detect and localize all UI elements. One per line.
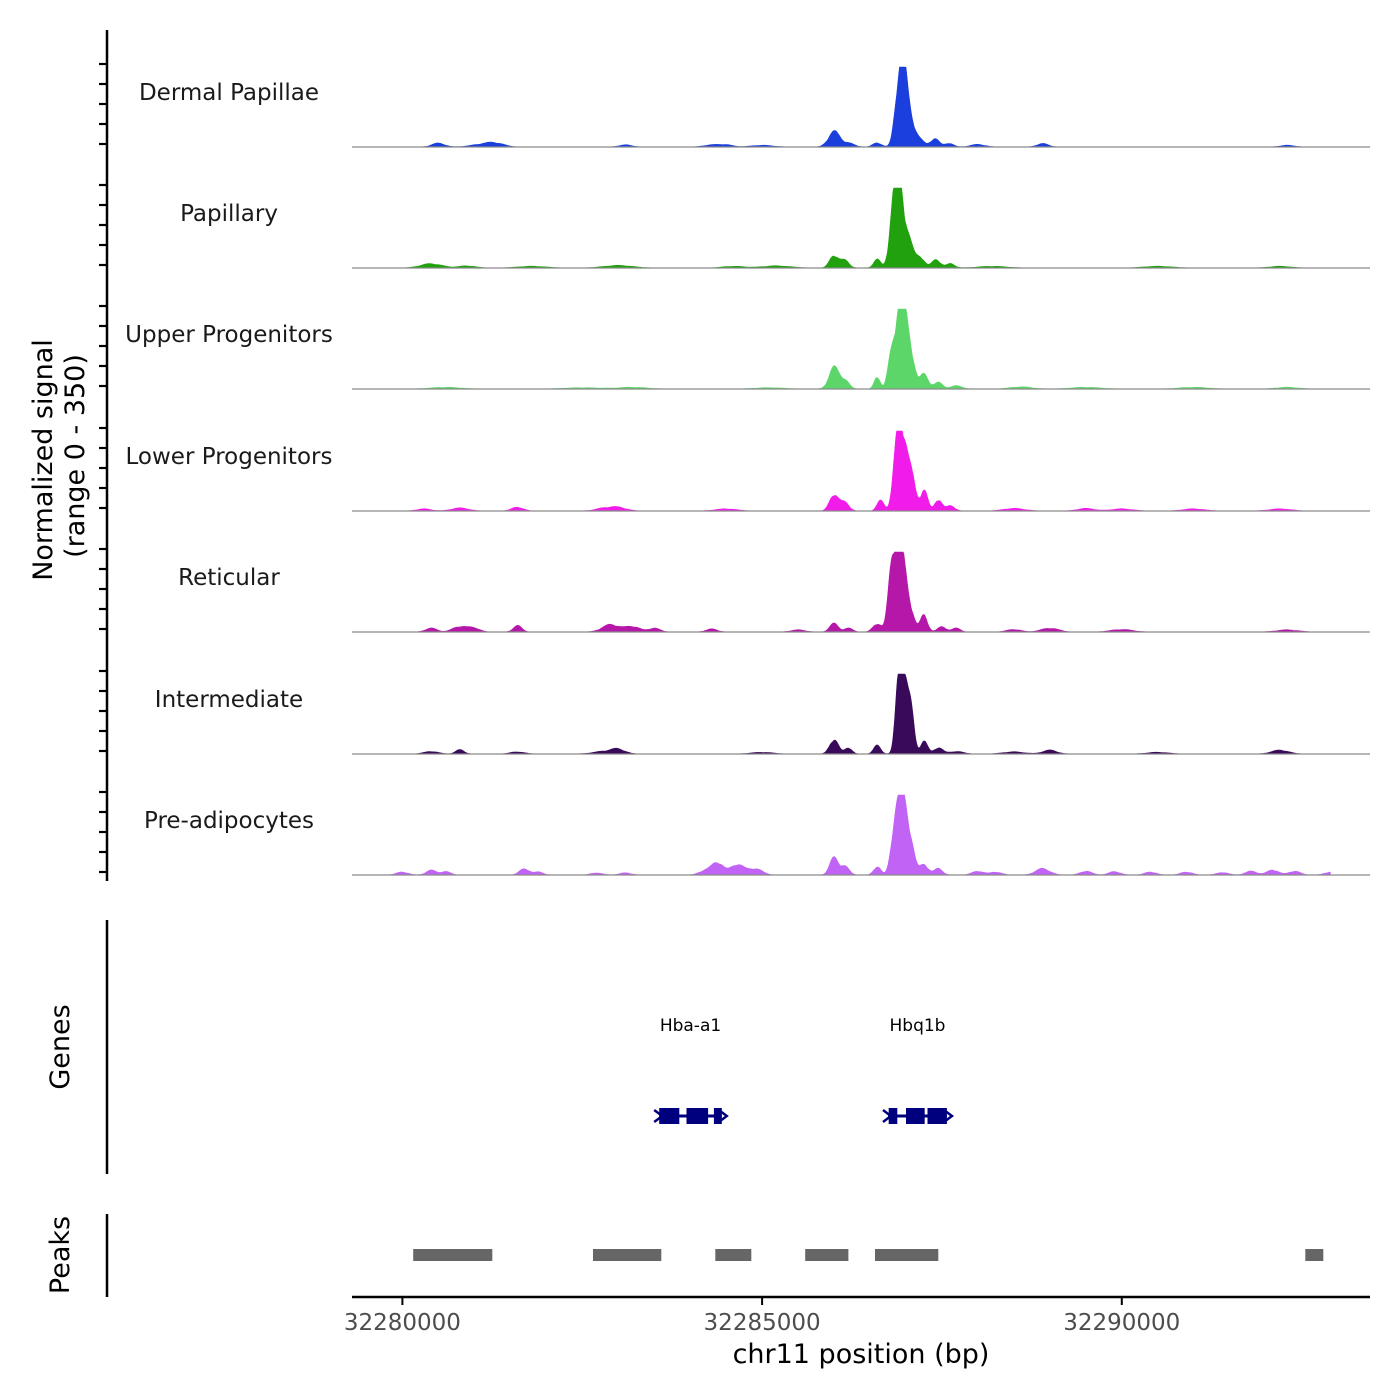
gene-label: Hba-a1 (660, 1016, 721, 1036)
track-label: Lower Progenitors (126, 444, 333, 470)
coverage-area (362, 794, 1331, 876)
coverage-area (362, 673, 1331, 755)
peak-region (1305, 1249, 1324, 1261)
track-pre-adipocytes (352, 794, 1370, 876)
x-axis-title: chr11 position (bp) (733, 1339, 990, 1370)
gene-hbq1b: Hbq1b (882, 1016, 955, 1124)
peak-region (715, 1249, 752, 1261)
strand-arrow (653, 1109, 665, 1123)
peak-region (875, 1249, 939, 1261)
x-tick-label: 32280000 (344, 1310, 461, 1336)
track-reticular (352, 551, 1370, 633)
signal-y-axis-range: (range 0 - 350) (60, 354, 91, 558)
peak-region (413, 1249, 493, 1261)
strand-arrow (882, 1109, 894, 1123)
coverage-area (362, 430, 1331, 512)
gene-exon (906, 1108, 925, 1124)
track-label: Intermediate (155, 687, 303, 713)
gene-exon (659, 1108, 680, 1124)
coverage-area (362, 187, 1331, 269)
gene-annotations: Hba-a1 Hbq1b (653, 1016, 955, 1124)
track-label: Papillary (180, 201, 278, 227)
peak-regions (413, 1249, 1324, 1261)
genes-panel-title: Genes (45, 1004, 76, 1089)
signal-y-axis-title: Normalized signal (28, 339, 59, 581)
track-labels: Dermal Papillae Papillary Upper Progenitor… (125, 80, 333, 834)
coverage-tracks (352, 66, 1370, 876)
x-tick-label: 32290000 (1063, 1310, 1180, 1336)
signal-y-axis-ticks (99, 62, 107, 874)
track-intermediate (352, 673, 1370, 755)
x-tick-label: 32285000 (704, 1310, 821, 1336)
strand-arrow (718, 1109, 729, 1123)
track-label: Reticular (178, 565, 280, 591)
gene-label: Hbq1b (890, 1016, 946, 1036)
gene-exon (686, 1108, 709, 1124)
track-label: Pre-adipocytes (144, 808, 314, 834)
track-label: Upper Progenitors (125, 322, 333, 348)
track-papillary (352, 187, 1370, 269)
x-axis-ticks: 32280000 32285000 32290000 (344, 1297, 1180, 1336)
track-lower-progenitors (352, 430, 1370, 512)
coverage-area (362, 308, 1331, 390)
track-dermal-papillae (352, 66, 1370, 148)
strand-arrow (943, 1109, 955, 1123)
coverage-area (362, 66, 1331, 148)
gene-exon (927, 1108, 947, 1124)
gene-exon (713, 1108, 722, 1124)
coverage-area (362, 551, 1331, 633)
peak-region (805, 1249, 849, 1261)
track-label: Dermal Papillae (139, 80, 319, 106)
track-upper-progenitors (352, 308, 1370, 390)
gene-hba-a1: Hba-a1 (653, 1016, 729, 1124)
peak-region (593, 1249, 662, 1261)
peaks-panel-title: Peaks (45, 1216, 76, 1294)
